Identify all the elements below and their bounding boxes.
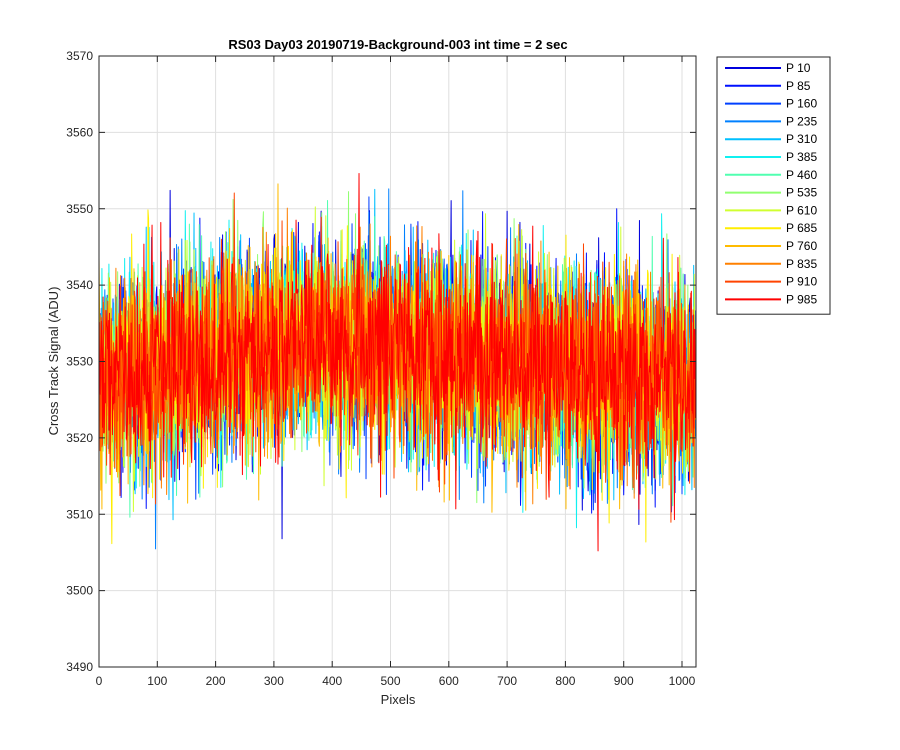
legend-label: P 910 [786, 275, 817, 289]
legend-label: P 160 [786, 97, 817, 111]
y-tick-labels: 3490 3500 3510 3520 3530 3540 3550 3560 3570 [66, 49, 93, 674]
legend-label: P 835 [786, 257, 817, 271]
legend-label: P 685 [786, 221, 817, 235]
x-tick-label: 0 [96, 674, 103, 688]
legend-label: P 535 [786, 186, 817, 200]
y-tick-label: 3540 [66, 278, 93, 292]
x-tick-label: 400 [322, 674, 342, 688]
legend-label: P 760 [786, 239, 817, 253]
y-axis-label: Cross Track Signal (ADU) [46, 287, 61, 436]
y-tick-label: 3500 [66, 584, 93, 598]
x-tick-label: 700 [497, 674, 517, 688]
legend-label: P 235 [786, 114, 817, 128]
x-tick-label: 600 [439, 674, 459, 688]
legend-label: P 310 [786, 132, 817, 146]
x-tick-labels: 0 100 200 300 400 500 600 700 800 900 1000 [96, 674, 696, 688]
series-group [98, 173, 696, 552]
legend-label: P 10 [786, 61, 811, 75]
x-tick-label: 1000 [669, 674, 696, 688]
y-tick-label: 3530 [66, 355, 93, 369]
x-tick-label: 900 [614, 674, 634, 688]
legend-label: P 385 [786, 150, 817, 164]
x-axis-label: Pixels [381, 692, 416, 707]
chart-title: RS03 Day03 20190719-Background-003 int t… [228, 37, 567, 52]
y-tick-label: 3570 [66, 49, 93, 63]
x-tick-label: 300 [264, 674, 284, 688]
legend-label: P 460 [786, 168, 817, 182]
legend-box [716, 56, 831, 315]
x-tick-label: 200 [206, 674, 226, 688]
series-line [98, 173, 696, 552]
series-line [98, 192, 696, 523]
legend-label: P 85 [786, 79, 811, 93]
y-tick-label: 3490 [66, 660, 93, 674]
x-tick-label: 100 [147, 674, 167, 688]
legend-label: P 610 [786, 203, 817, 217]
y-tick-label: 3550 [66, 202, 93, 216]
y-tick-label: 3520 [66, 431, 93, 445]
y-tick-label: 3510 [66, 507, 93, 521]
ticks [98, 55, 696, 668]
legend-label: P 985 [786, 292, 817, 306]
legend: P 10 P 85 P 160 P 235 P 310 P 385 P 460 P 535 P … [716, 56, 831, 315]
x-tick-label: 500 [380, 674, 400, 688]
y-tick-label: 3560 [66, 125, 93, 139]
x-tick-label: 800 [555, 674, 575, 688]
